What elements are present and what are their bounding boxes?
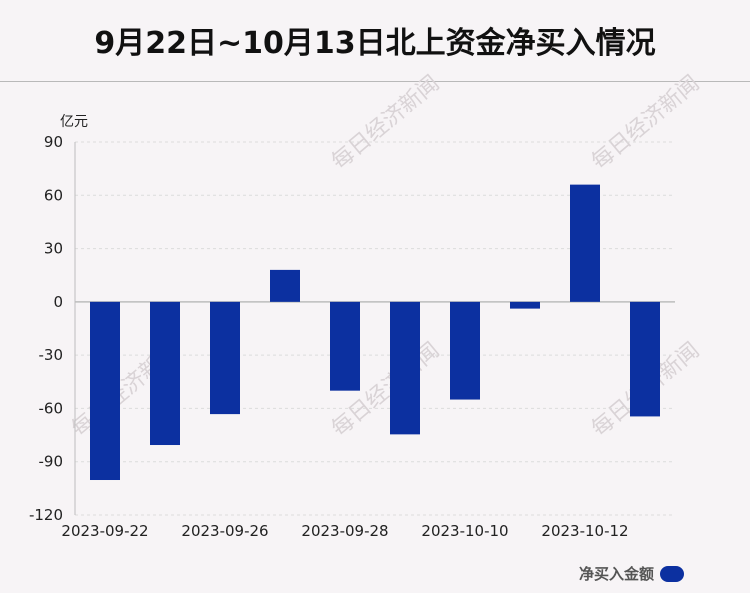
x-tick-label: 2023-10-10 [421,522,508,540]
x-tick-label: 2023-10-12 [541,522,628,540]
bar [210,301,240,415]
x-tick-labels: 2023-09-22 2023-09-26 2023-09-28 2023-10-10… [61,522,628,540]
bar [630,301,660,417]
bar [330,301,360,391]
legend-label: 净买入金额 [578,565,654,583]
bar [450,301,480,400]
legend: 净买入金额 [579,563,684,584]
legend-swatch [660,565,684,582]
chart-title: 9月22日~10月13日北上资金净买入情况 [94,26,656,61]
bar [390,301,420,435]
bar [270,269,300,302]
y-tick-label: -60 [39,399,64,417]
watermark-text: 每日经济新闻 [327,71,444,175]
y-tick-label: 90 [44,133,63,151]
y-tick-label: -90 [39,453,64,471]
y-tick-label: -30 [39,346,64,364]
y-tick-label: 30 [44,240,63,258]
x-tick-label: 2023-09-26 [181,522,268,540]
y-tick-labels: 90 60 30 0 -30 -60 -90 -120 [29,133,63,524]
bar [570,184,600,302]
bars [90,184,660,481]
y-unit-label: 亿元 [60,114,88,130]
y-tick-label: 60 [44,186,63,204]
x-tick-label: 2023-09-22 [61,522,148,540]
bar [510,301,540,309]
y-tick-label: -120 [29,506,63,524]
bar [90,301,120,481]
watermark-text: 每日经济新闻 [587,71,704,175]
title-divider [0,81,750,82]
x-tick-label: 2023-09-28 [301,522,388,540]
bar [150,301,180,446]
y-tick-label: 0 [53,293,63,311]
